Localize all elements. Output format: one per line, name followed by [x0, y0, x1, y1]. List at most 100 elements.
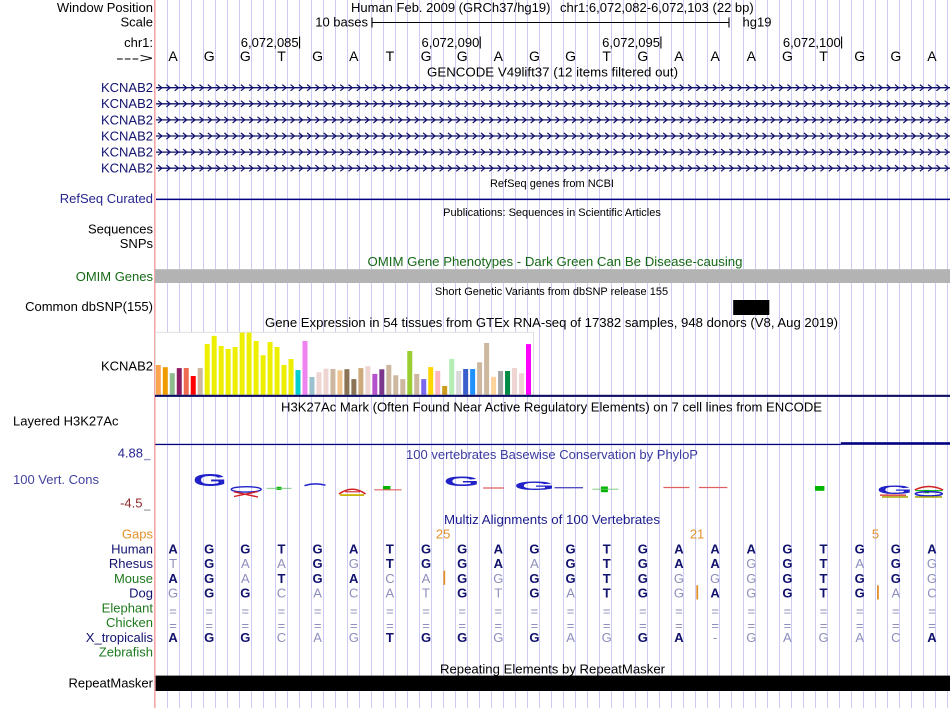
svg-text:G: G	[782, 586, 792, 601]
svg-text:A: A	[494, 541, 504, 556]
svg-text:--->: --->	[116, 51, 153, 66]
svg-text:=: =	[784, 603, 792, 618]
svg-text:G: G	[890, 48, 901, 64]
svg-text:5: 5	[872, 527, 879, 542]
svg-text:G: G	[444, 474, 480, 489]
svg-text:A: A	[241, 556, 250, 571]
svg-text:G: G	[782, 48, 793, 64]
svg-text:Gaps: Gaps	[122, 527, 154, 542]
svg-text:A: A	[674, 556, 684, 571]
svg-text:T: T	[386, 48, 395, 64]
svg-text:A: A	[349, 48, 359, 64]
svg-text:-4.5: -4.5	[120, 496, 142, 511]
svg-text:G: G	[313, 556, 323, 571]
svg-text:=: =	[675, 618, 683, 633]
svg-text:A: A	[855, 556, 864, 571]
svg-text:=: =	[928, 603, 936, 618]
svg-text:-: -	[713, 630, 717, 645]
svg-text:KCNAB2: KCNAB2	[101, 80, 153, 95]
svg-text:=: =	[603, 603, 611, 618]
svg-text:G: G	[240, 586, 250, 601]
svg-text:T: T	[386, 630, 394, 645]
svg-text:G: G	[312, 48, 323, 64]
svg-text:A: A	[927, 541, 937, 556]
svg-text:OMIM Genes: OMIM Genes	[76, 269, 154, 284]
svg-text:G: G	[565, 48, 576, 64]
svg-text:T: T	[278, 541, 286, 556]
svg-text:X_tropicalis: X_tropicalis	[86, 630, 154, 645]
svg-text:G: G	[566, 541, 576, 556]
svg-text:=: =	[205, 603, 213, 618]
svg-text:=: =	[820, 618, 828, 633]
svg-text:Dog: Dog	[129, 586, 153, 601]
svg-text:G: G	[204, 48, 215, 64]
svg-text:=: =	[495, 618, 503, 633]
svg-text:G: G	[204, 571, 214, 586]
svg-text:G: G	[746, 571, 756, 586]
svg-text:G: G	[204, 541, 214, 556]
svg-text:KCNAB2: KCNAB2	[101, 359, 153, 374]
svg-text:6,072,090: 6,072,090	[421, 35, 479, 50]
svg-text:A: A	[168, 541, 178, 556]
svg-text:T: T	[603, 541, 611, 556]
svg-text:=: =	[567, 618, 575, 633]
svg-text:=: =	[639, 603, 647, 618]
svg-text:G: G	[891, 556, 901, 571]
svg-text:A: A	[674, 48, 684, 64]
svg-text:GENCODE V49lift37 (12 items fi: GENCODE V49lift37 (12 items filtered out…	[427, 64, 678, 79]
svg-text:A: A	[168, 571, 178, 586]
svg-text:G: G	[638, 630, 648, 645]
svg-text:A: A	[891, 586, 900, 601]
svg-text:C: C	[927, 586, 936, 601]
svg-text:A: A	[566, 630, 575, 645]
svg-text:=: =	[603, 618, 611, 633]
svg-text:G: G	[240, 630, 250, 645]
svg-text:6,072,100: 6,072,100	[783, 35, 841, 50]
svg-text:G: G	[457, 630, 467, 645]
svg-text:Elephant: Elephant	[102, 600, 154, 615]
svg-text:A: A	[313, 630, 322, 645]
svg-text:=: =	[242, 618, 250, 633]
svg-text:G: G	[529, 586, 539, 601]
svg-text:100 Vert. Cons: 100 Vert. Cons	[13, 472, 99, 487]
svg-text:A: A	[530, 556, 539, 571]
svg-text:G: G	[782, 571, 792, 586]
svg-text:=: =	[458, 618, 466, 633]
svg-text:G: G	[457, 571, 467, 586]
svg-text:RefSeq genes from NCBI: RefSeq genes from NCBI	[490, 178, 614, 190]
svg-text:A: A	[349, 571, 359, 586]
svg-text:4.88: 4.88	[118, 446, 143, 461]
svg-text:A: A	[927, 630, 937, 645]
svg-text:KCNAB2: KCNAB2	[101, 145, 153, 160]
svg-text:G: G	[529, 48, 540, 64]
svg-text:=: =	[169, 603, 177, 618]
svg-text:Zebrafish: Zebrafish	[99, 645, 153, 660]
svg-text:G: G	[457, 586, 467, 601]
svg-text:Human Feb. 2009 (GRCh37/hg19): Human Feb. 2009 (GRCh37/hg19)	[351, 0, 550, 15]
svg-text:=: =	[458, 603, 466, 618]
svg-text:A: A	[241, 571, 250, 586]
svg-text:G: G	[638, 556, 648, 571]
svg-text:G: G	[529, 541, 539, 556]
svg-text:=: =	[711, 603, 719, 618]
svg-text:SNPs: SNPs	[120, 236, 154, 251]
svg-text:A: A	[747, 48, 757, 64]
svg-text:A: A	[386, 586, 395, 601]
svg-text:G: G	[638, 586, 648, 601]
svg-text:=: =	[567, 603, 575, 618]
svg-text:T: T	[602, 48, 611, 64]
svg-text:G: G	[927, 556, 937, 571]
svg-text:A: A	[494, 556, 504, 571]
svg-text:C: C	[891, 630, 900, 645]
svg-text:10 bases: 10 bases	[315, 15, 368, 30]
svg-text:G: G	[514, 479, 555, 492]
svg-text:G: G	[240, 48, 251, 64]
svg-text:A: A	[277, 556, 286, 571]
svg-text:Gene Expression in 54 tissues: Gene Expression in 54 tissues from GTEx …	[265, 315, 838, 330]
svg-text:G: G	[782, 541, 792, 556]
svg-text:Window Position: Window Position	[57, 0, 153, 15]
svg-text:RepeatMasker: RepeatMasker	[68, 676, 153, 691]
svg-text:G: G	[855, 586, 865, 601]
svg-text:Short Genetic Variants from db: Short Genetic Variants from dbSNP releas…	[435, 286, 668, 298]
svg-text:A: A	[783, 630, 792, 645]
